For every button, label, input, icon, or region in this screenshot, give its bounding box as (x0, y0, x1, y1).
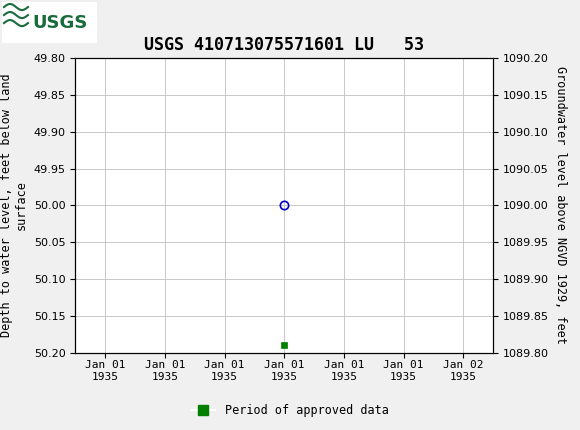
Y-axis label: Depth to water level, feet below land
surface: Depth to water level, feet below land su… (0, 74, 28, 337)
Y-axis label: Groundwater level above NGVD 1929, feet: Groundwater level above NGVD 1929, feet (554, 66, 567, 344)
Legend: Period of approved data: Period of approved data (187, 399, 393, 422)
Bar (2, 2, 97, 43)
Title: USGS 410713075571601 LU   53: USGS 410713075571601 LU 53 (144, 36, 424, 54)
Text: USGS: USGS (32, 14, 88, 32)
